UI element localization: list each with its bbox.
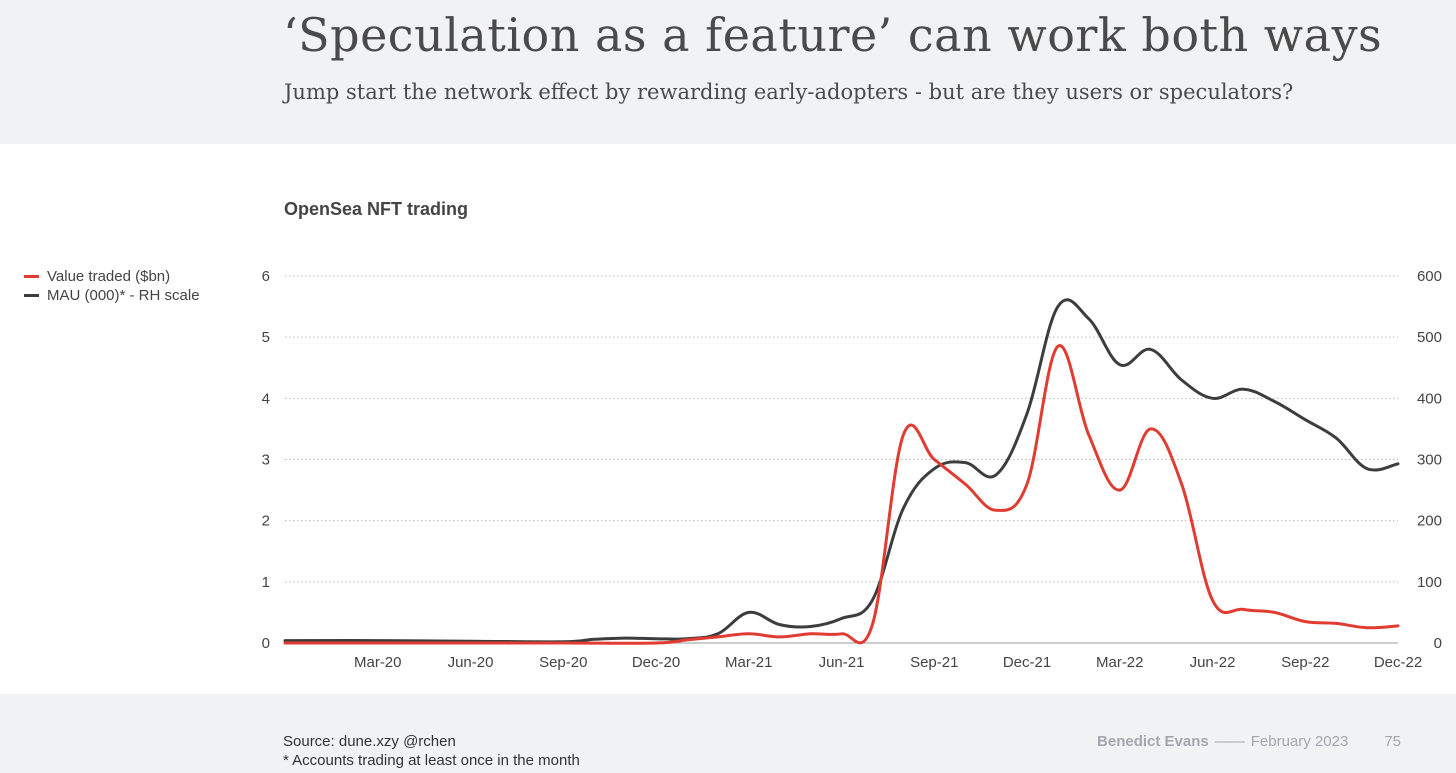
y-left-tick-label: 3 (262, 452, 270, 469)
header: ‘Speculation as a feature’ can work both… (0, 0, 1456, 144)
footnote-text: * Accounts trading at least once in the … (283, 752, 580, 769)
y-right-tick-label: 300 (1417, 452, 1442, 469)
footer-source: Source: dune.xzy @rchen * Accounts tradi… (283, 732, 580, 770)
x-tick-label: Jun-21 (819, 654, 865, 671)
footer-separator: —— (1214, 733, 1245, 750)
footer-credits: Benedict Evans —— February 2023 75 (1097, 733, 1401, 750)
x-tick-label: Mar-21 (725, 654, 773, 671)
y-left-tick-label: 1 (262, 574, 270, 591)
y-right-tick-label: 100 (1417, 574, 1442, 591)
y-right-tick-label: 600 (1417, 268, 1442, 285)
source-text: Source: dune.xzy @rchen (283, 733, 456, 750)
y-right-tick-label: 400 (1417, 390, 1442, 407)
series-line-mau (283, 298, 1400, 644)
footer-date: February 2023 (1250, 733, 1349, 750)
legend-swatch-mau (24, 294, 39, 297)
y-left-tick-label: 6 (262, 268, 270, 285)
x-tick-label: Dec-21 (1003, 654, 1051, 671)
y-left-tick-label: 4 (262, 390, 270, 407)
series-line-value-traded (283, 344, 1400, 645)
chart-legend: Value traded ($bn) MAU (000)* - RH scale (24, 267, 200, 305)
x-tick-label: Mar-22 (1096, 654, 1144, 671)
legend-item-mau: MAU (000)* - RH scale (24, 286, 200, 305)
legend-label-mau: MAU (000)* - RH scale (47, 287, 200, 304)
page-subtitle: Jump start the network effect by rewardi… (284, 80, 1294, 104)
x-tick-label: Sep-22 (1281, 654, 1329, 671)
legend-label-value-traded: Value traded ($bn) (47, 268, 171, 285)
page-title: ‘Speculation as a feature’ can work both… (283, 8, 1383, 62)
x-tick-label: Dec-20 (632, 654, 680, 671)
x-tick-label: Sep-21 (910, 654, 958, 671)
x-tick-label: Sep-20 (539, 654, 587, 671)
y-left-tick-label: 2 (262, 513, 270, 530)
y-left-tick-label: 0 (262, 635, 270, 652)
chart-title: OpenSea NFT trading (284, 199, 469, 219)
x-tick-label: Jun-22 (1190, 654, 1236, 671)
y-right-tick-label: 0 (1434, 635, 1442, 652)
y-right-tick-label: 500 (1417, 329, 1442, 346)
x-tick-label: Dec-22 (1374, 654, 1422, 671)
x-tick-label: Mar-20 (354, 654, 402, 671)
x-tick-label: Jun-20 (448, 654, 494, 671)
page-number: 75 (1384, 733, 1401, 750)
y-left-tick-label: 5 (262, 329, 270, 346)
brand-name: Benedict Evans (1097, 733, 1209, 750)
legend-item-value-traded: Value traded ($bn) (24, 267, 200, 286)
y-right-tick-label: 200 (1417, 513, 1442, 530)
legend-swatch-value-traded (24, 275, 39, 278)
